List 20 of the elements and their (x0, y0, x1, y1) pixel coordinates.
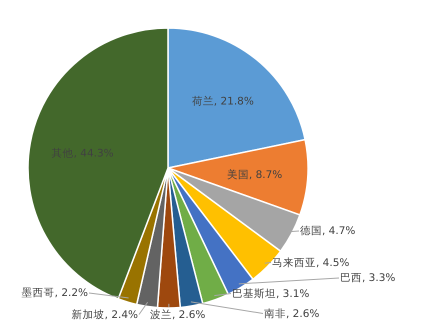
slice-label: 荷兰 (192, 94, 214, 108)
slice-label: 德国 (300, 225, 322, 237)
value: , 4.5% (316, 257, 350, 269)
slice-label: 巴基斯坦 (232, 287, 276, 300)
slice-label: 波兰 (150, 308, 172, 321)
slice-label: 巴西 (340, 272, 362, 284)
value: , 2.6% (172, 309, 206, 321)
value: , 4.7% (322, 225, 356, 237)
value: , 2.4% (104, 309, 138, 321)
slice-label: 墨西哥 (22, 287, 55, 299)
slice-label: 马来西亚 (272, 256, 316, 269)
slice-label: 新加坡 (72, 308, 105, 321)
value: , 2.6% (286, 308, 320, 320)
slice-label: 南非 (264, 307, 286, 320)
value: , 8.7% (248, 168, 282, 181)
value: , 3.3% (362, 272, 396, 284)
value: , 2.2% (54, 287, 88, 299)
value: , 3.1% (276, 288, 310, 300)
value: , 21.8% (214, 96, 254, 108)
slice-label: 美国 (226, 168, 249, 181)
